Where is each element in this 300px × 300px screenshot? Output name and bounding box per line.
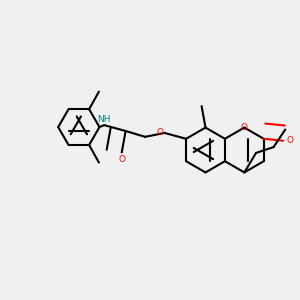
Text: O: O: [118, 155, 125, 164]
Text: NH: NH: [98, 115, 111, 124]
Text: O: O: [156, 128, 163, 137]
Text: O: O: [241, 123, 248, 132]
Text: O: O: [287, 136, 294, 145]
